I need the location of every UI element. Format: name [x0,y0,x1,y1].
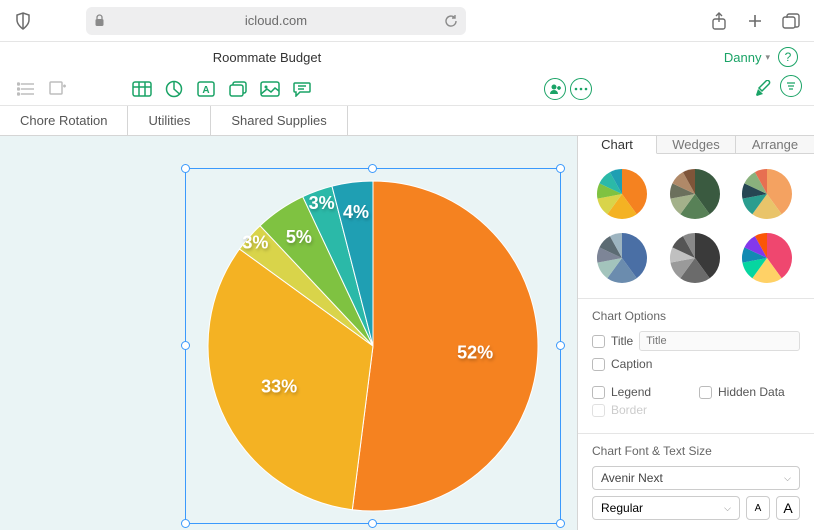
help-button[interactable]: ? [778,47,798,67]
chart-style-thumb[interactable] [596,168,648,220]
user-menu[interactable]: Danny ▾ [724,50,770,65]
hidden-data-label: Hidden Data [718,385,785,399]
chart-style-thumb[interactable] [669,232,721,284]
insert-sheet-icon[interactable] [44,75,72,103]
sheet-tabs: Chore Rotation Utilities Shared Supplies [0,106,814,136]
chart-style-thumb[interactable] [741,168,793,220]
reload-icon[interactable] [444,14,458,28]
chart-font-section: Chart Font & Text Size Avenir Next ⌵ Reg… [578,434,814,530]
list-view-icon[interactable] [12,75,40,103]
app-toolbar: A [0,72,814,106]
comment-icon[interactable] [288,75,316,103]
svg-text:3%: 3% [309,193,335,213]
svg-text:5%: 5% [286,227,312,247]
chart-style-thumb[interactable] [741,232,793,284]
filter-icon[interactable] [780,75,802,97]
svg-text:A: A [202,85,209,96]
pie-chart[interactable]: 52% 33% 3% 5% 3% 4% [203,176,543,516]
caption-label: Caption [611,357,652,371]
increase-font-button[interactable]: A [776,496,800,520]
format-brush-icon[interactable] [748,75,776,103]
inspector-tab-wedges[interactable]: Wedges [657,136,736,153]
address-bar[interactable]: icloud.com [86,7,466,35]
chart-style-thumb[interactable] [596,232,648,284]
format-inspector: Chart Wedges Arrange Chart Options Title… [577,136,814,530]
svg-text:4%: 4% [343,202,369,222]
section-title: Chart Options [592,309,800,323]
font-weight-select[interactable]: Regular ⌵ [592,496,740,520]
sheet-tab-utilities[interactable]: Utilities [128,106,211,135]
text-icon[interactable]: A [192,75,220,103]
media-icon[interactable] [256,75,284,103]
share-icon[interactable] [708,10,730,32]
legend-label: Legend [611,385,651,399]
title-input[interactable] [639,331,800,351]
resize-handle[interactable] [556,164,565,173]
inspector-tab-chart[interactable]: Chart [578,136,657,154]
chart-options-section: Chart Options Title Caption Legend Hidde… [578,299,814,434]
table-icon[interactable] [128,75,156,103]
title-checkbox[interactable] [592,335,605,348]
resize-handle[interactable] [556,341,565,350]
caption-checkbox[interactable] [592,358,605,371]
sheet-tab-supplies[interactable]: Shared Supplies [211,106,347,135]
document-title: Roommate Budget [213,50,321,65]
address-text: icloud.com [245,13,307,28]
chart-style-grid [578,154,814,299]
resize-handle[interactable] [181,164,190,173]
resize-handle[interactable] [368,519,377,528]
font-family-value: Avenir Next [601,471,663,485]
title-label: Title [611,334,633,348]
font-family-select[interactable]: Avenir Next ⌵ [592,466,800,490]
lock-icon [94,14,105,27]
hidden-data-checkbox[interactable] [699,386,712,399]
sheet-tab-empty [348,106,814,135]
section-title: Chart Font & Text Size [592,444,800,458]
resize-handle[interactable] [181,341,190,350]
border-checkbox [592,404,605,417]
chart-pie-icon[interactable] [160,75,188,103]
chart-selection[interactable]: 52% 33% 3% 5% 3% 4% [185,168,561,524]
new-tab-icon[interactable] [744,10,766,32]
tabs-icon[interactable] [780,10,802,32]
resize-handle[interactable] [368,164,377,173]
svg-text:33%: 33% [261,377,297,397]
chevron-down-icon: ⌵ [724,503,731,514]
sheet-tab-chore[interactable]: Chore Rotation [0,106,128,135]
decrease-font-button[interactable]: A [746,496,770,520]
resize-handle[interactable] [556,519,565,528]
user-name: Danny [724,50,762,65]
browser-toolbar: icloud.com [0,0,814,42]
svg-text:52%: 52% [457,342,493,362]
document-header: Roommate Budget Danny ▾ ? [0,42,814,72]
inspector-tabs: Chart Wedges Arrange [578,136,814,154]
shield-icon[interactable] [12,10,34,32]
svg-text:3%: 3% [242,232,268,252]
chart-style-thumb[interactable] [669,168,721,220]
chevron-down-icon: ▾ [765,52,770,63]
spreadsheet-canvas[interactable]: 52% 33% 3% 5% 3% 4% [0,136,577,530]
legend-checkbox[interactable] [592,386,605,399]
inspector-tab-arrange[interactable]: Arrange [736,136,814,153]
shape-icon[interactable] [224,75,252,103]
more-icon[interactable] [570,78,592,100]
chevron-down-icon: ⌵ [784,473,791,484]
border-label: Border [611,403,647,417]
resize-handle[interactable] [181,519,190,528]
font-weight-value: Regular [601,501,643,515]
collab-icon[interactable] [544,78,566,100]
